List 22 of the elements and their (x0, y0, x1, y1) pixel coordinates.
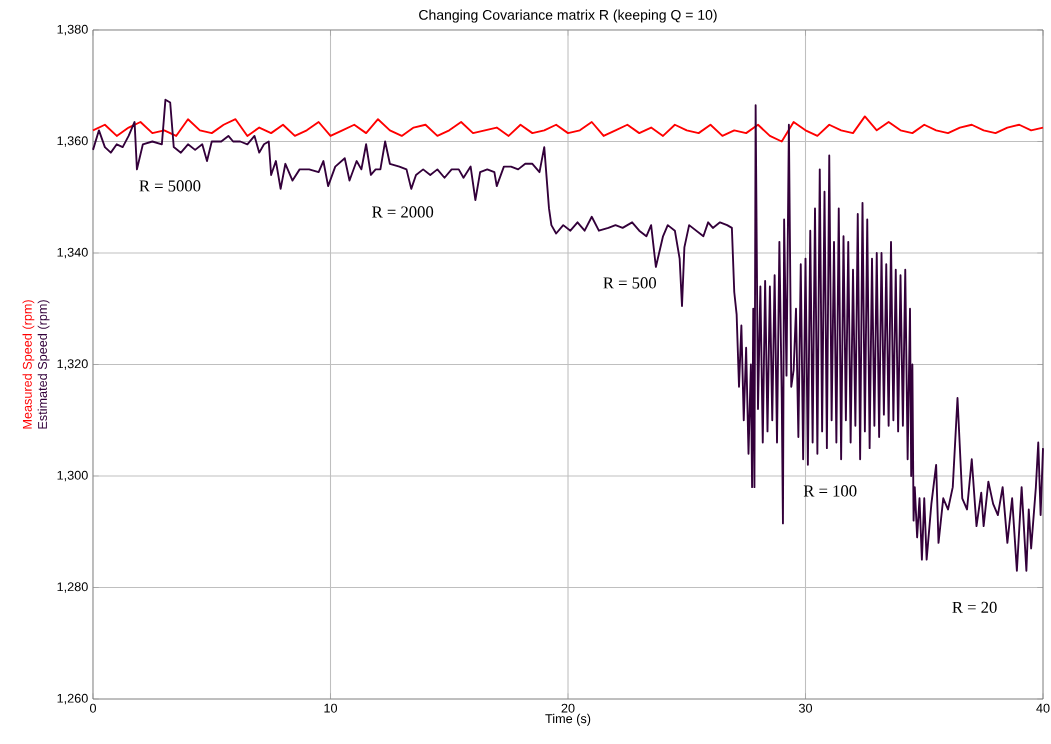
annotation: R = 5000 (139, 180, 201, 192)
line-series (92, 115, 1044, 143)
x-tick-label: 30 (798, 703, 813, 713)
x-axis-title: Time (s) (545, 713, 591, 726)
x-tick-label: 20 (561, 703, 575, 713)
chart-title: Changing Covariance matrix R (keeping Q = 10) (419, 9, 717, 23)
x-tick-label: 40 (1036, 703, 1050, 713)
y-tick-label: 1,300 (57, 470, 88, 482)
y-tick-label: 1,280 (57, 582, 88, 593)
y-tick-label: 1,260 (57, 693, 88, 705)
annotation: R = 500 (603, 277, 657, 289)
annotation: R = 20 (952, 601, 997, 613)
x-tick-label: 10 (324, 703, 338, 713)
y-tick-label: 1,360 (57, 136, 88, 147)
y-tick-label: 1,320 (57, 359, 88, 370)
y-tick-label: 1,340 (57, 247, 88, 259)
x-tick-label: 0 (89, 703, 97, 713)
y-tick-label: 1,380 (57, 24, 88, 36)
annotation: R = 100 (803, 485, 857, 497)
text: Estimated Speed (rpm) (37, 300, 50, 429)
text: Measured Speed (rpm) (22, 300, 35, 429)
annotation: R = 2000 (372, 206, 434, 218)
